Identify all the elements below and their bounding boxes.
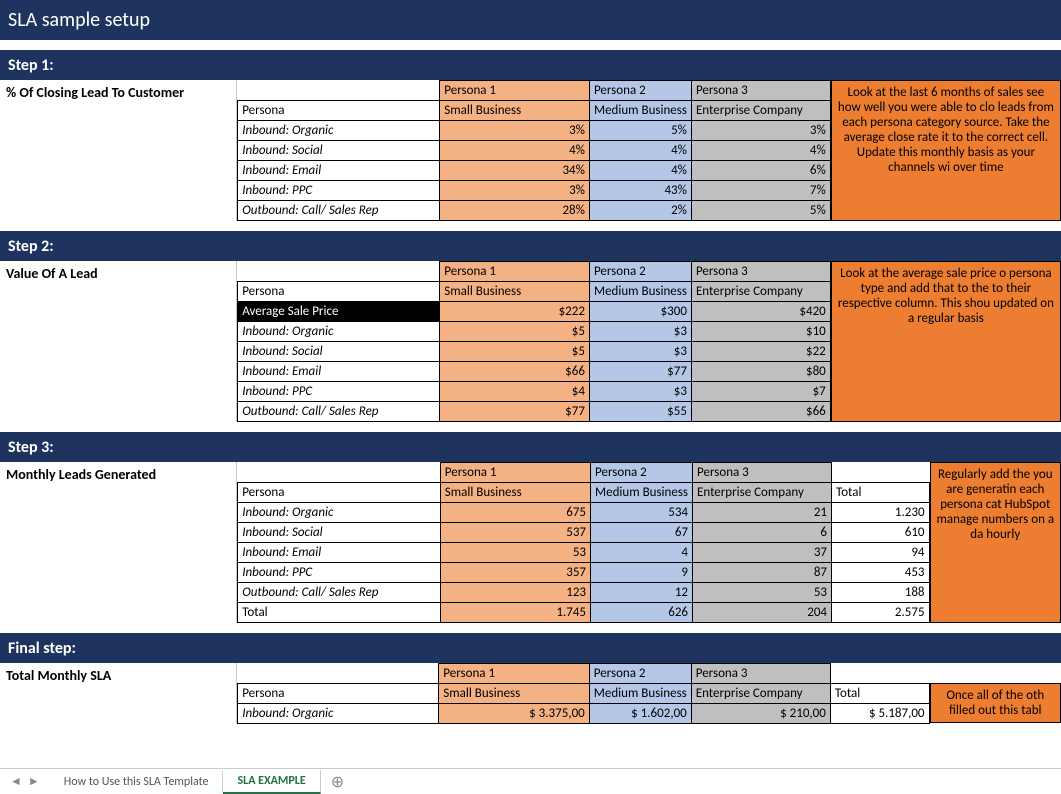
- persona1-name[interactable]: Small Business: [440, 101, 590, 121]
- step3-table[interactable]: Persona 1 Persona 2 Persona 3 Persona Sm…: [237, 462, 929, 623]
- final-note: Once all of the oth filled out this tabl: [930, 683, 1061, 723]
- step2-label: Value Of A Lead: [0, 261, 237, 422]
- tab-nav-arrows[interactable]: ◄ ►: [0, 774, 50, 789]
- persona3-name[interactable]: Enterprise Company: [691, 101, 830, 121]
- step2-header: Step 2:: [0, 231, 1061, 261]
- row-asp[interactable]: Average Sale Price: [238, 302, 440, 322]
- persona2-header[interactable]: Persona 2: [589, 81, 691, 101]
- step2-section: Value Of A Lead Persona 1 Persona 2 Pers…: [0, 261, 1061, 422]
- row-email[interactable]: Inbound: Email: [238, 161, 440, 181]
- persona-row-header[interactable]: Persona: [238, 101, 440, 121]
- tab-prev-icon[interactable]: ◄: [10, 774, 22, 789]
- tab-next-icon[interactable]: ►: [28, 774, 40, 789]
- tab-howto[interactable]: How to Use this SLA Template: [50, 771, 224, 793]
- row-total[interactable]: Total: [238, 603, 441, 623]
- step3-note: Regularly add the you are generatin each…: [930, 462, 1061, 623]
- step2-table[interactable]: Persona 1 Persona 2 Persona 3 Persona Sm…: [237, 261, 831, 422]
- row-outbound[interactable]: Outbound: Call/ Sales Rep: [238, 201, 440, 221]
- final-label: Total Monthly SLA: [0, 663, 237, 724]
- persona2-name[interactable]: Medium Business: [589, 101, 691, 121]
- add-sheet-button[interactable]: ⊕: [321, 772, 354, 792]
- step3-label: Monthly Leads Generated: [0, 462, 237, 623]
- step3-section: Monthly Leads Generated Persona 1 Person…: [0, 462, 1061, 623]
- tab-sla-example[interactable]: SLA EXAMPLE: [223, 770, 320, 794]
- step1-section: % Of Closing Lead To Customer Persona 1 …: [0, 80, 1061, 221]
- final-table[interactable]: Persona 1 Persona 2 Persona 3 Persona Sm…: [237, 663, 929, 724]
- step1-table[interactable]: Persona 1 Persona 2 Persona 3 Persona Sm…: [237, 80, 831, 221]
- persona1-header[interactable]: Persona 1: [440, 81, 590, 101]
- row-social[interactable]: Inbound: Social: [238, 141, 440, 161]
- step2-note: Look at the average sale price o persona…: [831, 261, 1061, 422]
- sheet-tabs-bar: ◄ ► How to Use this SLA Template SLA EXA…: [0, 768, 1061, 794]
- step1-note: Look at the last 6 months of sales see h…: [831, 80, 1061, 221]
- persona3-header[interactable]: Persona 3: [691, 81, 830, 101]
- row-organic[interactable]: Inbound: Organic: [238, 121, 440, 141]
- step3-header: Step 3:: [0, 432, 1061, 462]
- final-header: Final step:: [0, 633, 1061, 663]
- step1-label: % Of Closing Lead To Customer: [0, 80, 237, 221]
- row-ppc[interactable]: Inbound: PPC: [238, 181, 440, 201]
- page-title: SLA sample setup: [0, 0, 1061, 40]
- final-section: Total Monthly SLA Persona 1 Persona 2 Pe…: [0, 663, 1061, 724]
- total-header[interactable]: Total: [832, 483, 930, 503]
- step1-header: Step 1:: [0, 50, 1061, 80]
